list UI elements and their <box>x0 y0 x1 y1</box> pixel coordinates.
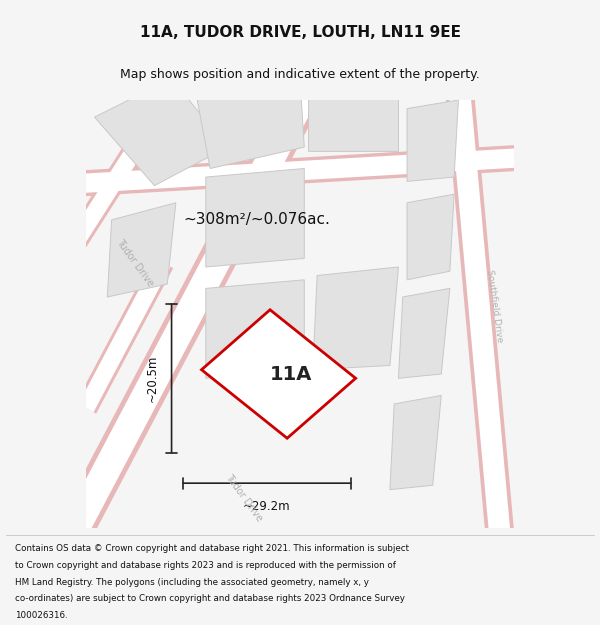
Polygon shape <box>197 79 304 169</box>
Polygon shape <box>444 78 515 551</box>
Text: ~29.2m: ~29.2m <box>243 500 290 513</box>
Text: Southfield Drive: Southfield Drive <box>485 269 505 342</box>
Text: to Crown copyright and database rights 2023 and is reproduced with the permissio: to Crown copyright and database rights 2… <box>15 561 396 569</box>
Polygon shape <box>43 142 557 199</box>
Text: ~308m²/~0.076ac.: ~308m²/~0.076ac. <box>184 213 331 228</box>
Text: HM Land Registry. The polygons (including the associated geometry, namely x, y: HM Land Registry. The polygons (includin… <box>15 578 369 586</box>
Polygon shape <box>308 79 398 151</box>
Polygon shape <box>206 280 304 378</box>
Polygon shape <box>43 146 557 195</box>
Text: Tudor Drive: Tudor Drive <box>224 472 265 524</box>
Polygon shape <box>313 267 398 370</box>
Polygon shape <box>48 70 329 558</box>
Polygon shape <box>42 72 190 286</box>
Polygon shape <box>390 396 441 489</box>
Polygon shape <box>206 169 304 267</box>
Polygon shape <box>407 194 454 280</box>
Text: 11A, TUDOR DRIVE, LOUTH, LN11 9EE: 11A, TUDOR DRIVE, LOUTH, LN11 9EE <box>139 25 461 40</box>
Polygon shape <box>107 202 176 297</box>
Text: co-ordinates) are subject to Crown copyright and database rights 2023 Ordnance S: co-ordinates) are subject to Crown copyr… <box>15 594 405 604</box>
Text: Contains OS data © Crown copyright and database right 2021. This information is : Contains OS data © Crown copyright and d… <box>15 544 409 552</box>
Text: 11A: 11A <box>270 364 313 384</box>
Polygon shape <box>202 310 356 438</box>
Polygon shape <box>44 74 187 284</box>
Polygon shape <box>407 100 458 181</box>
Polygon shape <box>76 258 173 414</box>
Polygon shape <box>398 288 450 378</box>
Text: Map shows position and indicative extent of the property.: Map shows position and indicative extent… <box>120 68 480 81</box>
Polygon shape <box>94 79 227 186</box>
Polygon shape <box>52 72 325 556</box>
Text: ~20.5m: ~20.5m <box>146 354 159 402</box>
Text: 100026316.: 100026316. <box>15 611 68 621</box>
Text: Tudor Drive: Tudor Drive <box>115 237 155 288</box>
Polygon shape <box>79 259 170 412</box>
Polygon shape <box>448 78 512 551</box>
